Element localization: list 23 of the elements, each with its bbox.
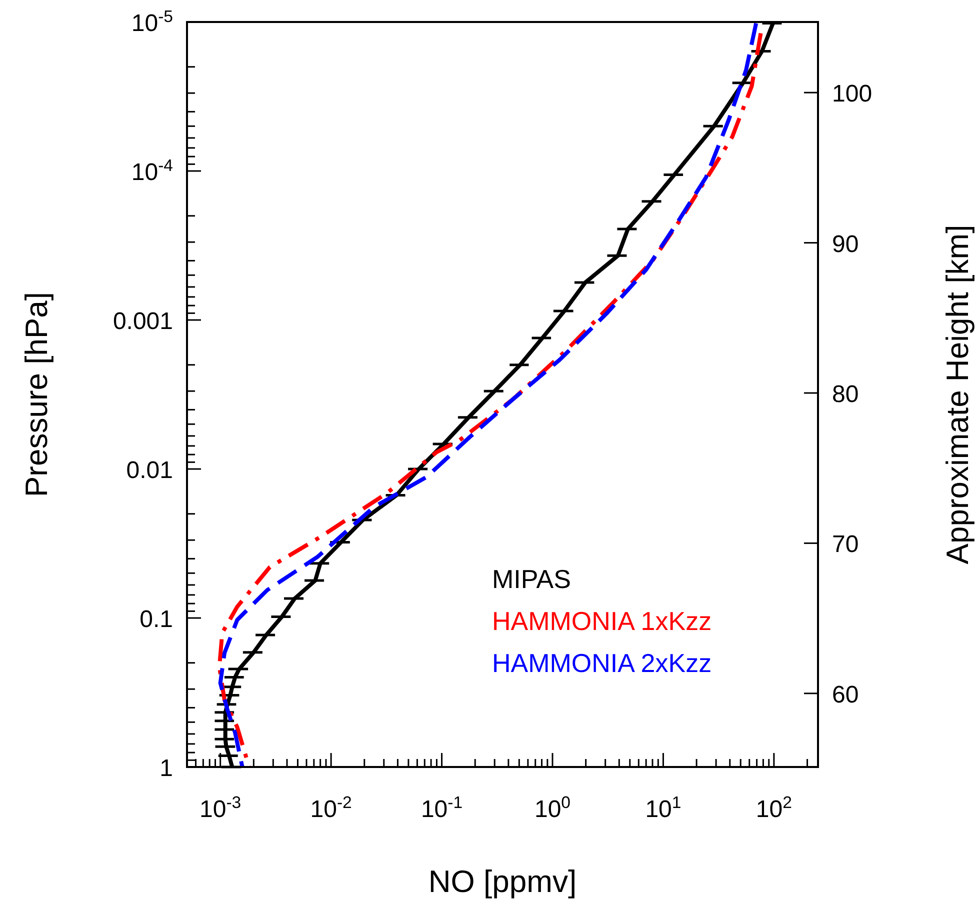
text: HAMMONIA 2xKzz bbox=[492, 648, 712, 678]
y-tick-label: 1 bbox=[160, 755, 173, 782]
y-tick-label: 0.001 bbox=[112, 308, 173, 335]
y2-tick-label: 80 bbox=[832, 381, 859, 408]
x-tick-label: 10$^{-3}$ bbox=[200, 792, 242, 823]
y2-axis-title: Approximate Height [km] bbox=[940, 224, 975, 564]
y-axis-title: Pressure [hPa] bbox=[19, 292, 54, 498]
x-tick-label: 10$^{1}$ bbox=[645, 792, 682, 823]
y-tick-label: 0.1 bbox=[140, 606, 173, 633]
x-tick-label: 10$^{2}$ bbox=[756, 792, 792, 823]
x-tick-label: 10$^{-1}$ bbox=[420, 792, 463, 823]
text: MIPAS bbox=[492, 564, 571, 594]
y2-tick-label: 70 bbox=[832, 531, 859, 558]
text: HAMMONIA 1xKzz bbox=[492, 606, 712, 636]
y2-tick-label: 90 bbox=[832, 230, 859, 258]
x-axis-title: NO [ppmv] bbox=[428, 864, 577, 899]
y-tick-label: 10$^{-5}$ bbox=[131, 6, 173, 37]
y-tick-label: 10$^{-4}$ bbox=[131, 156, 173, 186]
x-tick-label: 10$^{-2}$ bbox=[310, 792, 352, 823]
y2-tick-label: 100 bbox=[832, 80, 872, 108]
y-tick-label: 0.01 bbox=[126, 457, 173, 484]
y2-tick-label: 60 bbox=[832, 681, 859, 708]
x-tick-label: 10$^{0}$ bbox=[534, 792, 571, 823]
